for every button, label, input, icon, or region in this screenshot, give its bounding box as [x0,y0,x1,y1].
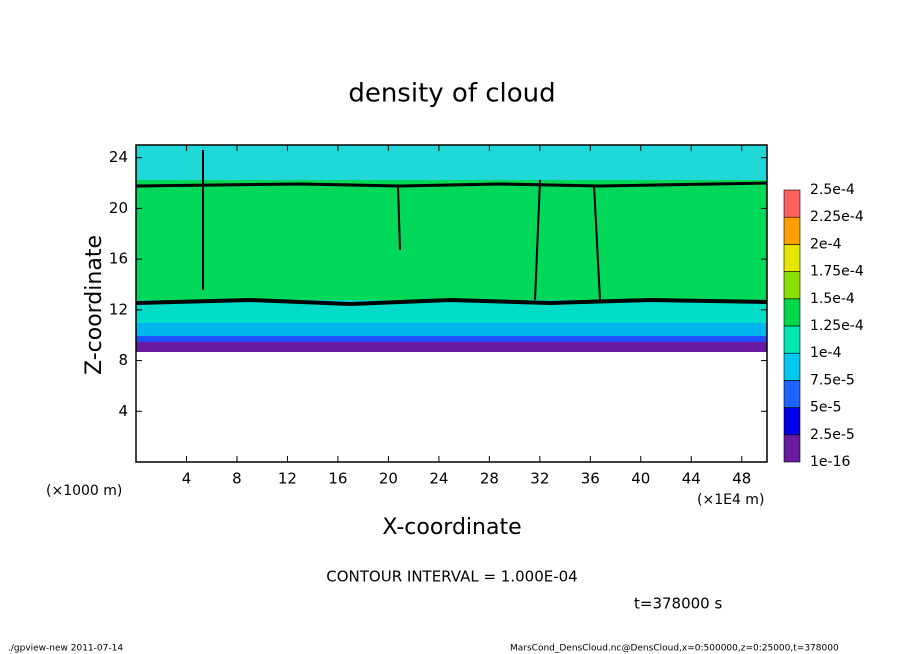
colorbar-label: 1e-16 [810,454,850,470]
field-lower [136,300,767,323]
colorbar-label: 1.5e-4 [810,291,855,307]
field-lower [136,323,767,336]
y-tick-label: 24 [109,148,128,166]
x-tick-label: 48 [732,470,751,488]
field-core [136,180,767,304]
contour-line [397,185,401,251]
colorbar-label: 2.25e-4 [810,209,864,225]
x-tick-label: 36 [581,470,600,488]
colorbar-box [783,407,801,436]
colorbar-label: 7.5e-5 [810,372,855,388]
time-note: t=378000 s [634,595,722,613]
colorbar-box [783,352,801,381]
footer: MarsCond_DensCloud.nc@DensCloud,x=0:5000… [510,644,839,654]
x-scale-note: (×1E4 m) [697,492,764,508]
y-tick-label: 16 [109,250,128,268]
contour-line [135,181,768,188]
footer: ./gpview-new 2011-07-14 [8,644,123,654]
x-tick-label: 28 [480,470,499,488]
x-tick-label: 20 [379,470,398,488]
field [135,145,768,352]
x-axis-label: X-coordinate [382,515,521,540]
x-tick-label: 40 [631,470,650,488]
y-tick-label: 20 [109,199,128,217]
contour-line [135,297,768,307]
y-tick-label: 12 [109,300,128,318]
colorbar-label: 2.5e-4 [810,182,855,198]
x-tick-label: 12 [278,470,297,488]
field-base [136,342,767,352]
colorbar-label: 1.75e-4 [810,264,864,280]
x-tick-label: 32 [530,470,549,488]
colorbar-box [783,216,801,245]
contour-line [534,179,541,301]
field-lower [136,336,767,342]
contour-line [593,184,601,301]
colorbar-box [783,271,801,300]
colorbar-box [783,189,801,218]
colorbar-box [783,298,801,327]
x-tick-label: 8 [232,470,242,488]
colorbar-box [783,434,801,463]
x-tick-label: 4 [182,470,192,488]
colorbar-label: 1e-4 [810,345,842,361]
plot-frame [135,144,768,463]
y-tick-label: 8 [118,351,128,369]
chart-title: density of cloud [348,79,555,109]
contour-note: CONTOUR INTERVAL = 1.000E-04 [326,568,577,586]
x-tick-label: 44 [682,470,701,488]
colorbar-label: 5e-5 [810,400,841,416]
colorbar-box [783,325,801,354]
x-tick-label: 24 [429,470,448,488]
colorbar-label: 1.25e-4 [810,318,864,334]
colorbar-box [783,244,801,272]
colorbar-label: 2e-4 [810,236,842,252]
colorbar-label: 2.5e-5 [810,427,855,443]
y-tick-label: 4 [118,402,128,420]
y-axis-label: Z-coordinate [82,235,107,375]
x-tick-label: 16 [328,470,347,488]
x-unit-note: (×1000 m) [46,483,122,499]
colorbar-box [783,380,801,408]
